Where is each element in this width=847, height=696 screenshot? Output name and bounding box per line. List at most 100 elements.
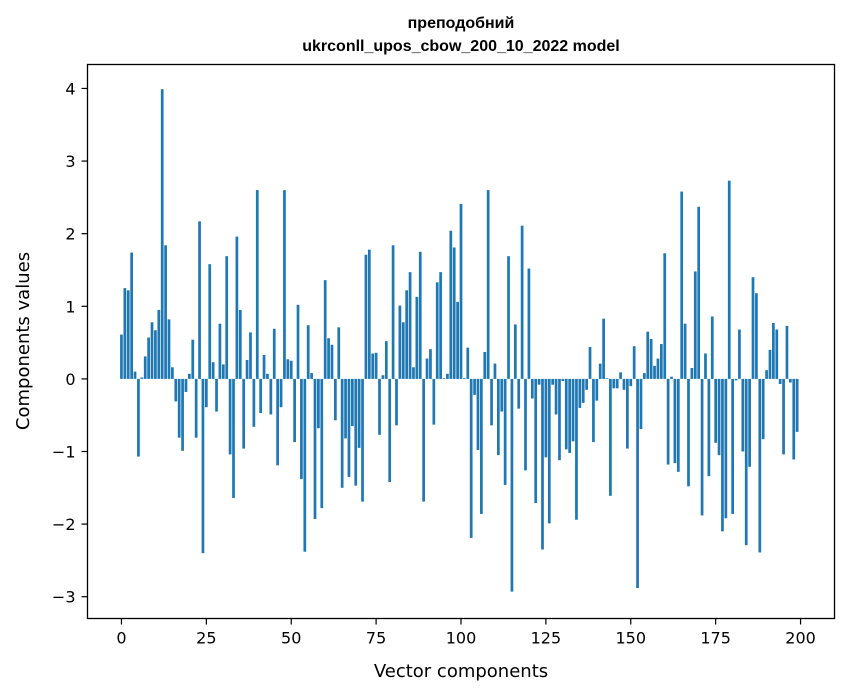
bar: [384, 341, 388, 379]
bar: [198, 221, 201, 379]
bar: [564, 378, 568, 450]
bar: [337, 327, 341, 379]
y-tick-label: −3: [52, 588, 76, 607]
bar: [500, 378, 504, 412]
bar: [680, 191, 684, 379]
bar: [585, 378, 588, 390]
bar: [364, 254, 368, 379]
bar: [201, 378, 205, 554]
bar: [408, 272, 412, 379]
bar: [354, 378, 358, 486]
bar: [126, 290, 130, 379]
bar: [181, 378, 184, 451]
bar: [483, 352, 487, 379]
bar: [609, 378, 612, 496]
bar: [619, 372, 622, 379]
y-tick-label: 0: [65, 370, 75, 389]
bar: [388, 378, 392, 482]
bar: [367, 249, 371, 379]
bar: [133, 371, 137, 379]
bar: [741, 378, 745, 452]
bar: [191, 339, 195, 379]
bar: [317, 378, 320, 429]
y-axis-ticks: −3 −2 −1 0 1 2 3 4: [52, 79, 88, 607]
bar: [123, 288, 127, 379]
bar: [687, 378, 690, 487]
bar: [357, 378, 361, 448]
bar: [744, 378, 748, 546]
bar: [283, 190, 286, 379]
bar: [588, 346, 592, 379]
bar: [530, 378, 534, 399]
x-tick-label: 25: [196, 629, 216, 648]
bar: [605, 378, 609, 379]
bar: [456, 301, 459, 379]
bar: [714, 378, 718, 443]
bar: [568, 378, 572, 453]
bar: [693, 271, 697, 379]
bar: [238, 309, 242, 379]
bar: [761, 378, 765, 440]
bar: [629, 378, 633, 387]
bar: [561, 378, 565, 382]
bar: [789, 378, 792, 383]
bar: [659, 344, 663, 379]
bar: [765, 370, 768, 379]
bar: [340, 378, 344, 488]
bar: [772, 322, 775, 379]
bar: [666, 378, 670, 465]
bar: [211, 362, 215, 379]
bar: [330, 344, 334, 379]
bar: [571, 378, 575, 442]
bar: [350, 378, 354, 427]
bar: [656, 358, 660, 379]
bar: [334, 378, 337, 421]
bar: [164, 245, 167, 379]
x-tick-label: 175: [700, 629, 731, 648]
bar: [327, 338, 330, 379]
bar: [636, 378, 639, 589]
bar: [171, 367, 174, 379]
bar: [160, 89, 164, 379]
y-tick-label: −1: [52, 443, 76, 462]
bar: [768, 349, 772, 379]
bar: [167, 319, 171, 379]
y-axis-label: Components values: [13, 252, 34, 430]
bar: [266, 373, 269, 379]
bar: [320, 378, 324, 509]
bar: [493, 363, 497, 379]
x-axis-label: Vector components: [374, 661, 548, 682]
bar: [710, 316, 714, 379]
bar: [524, 378, 527, 471]
bar: [707, 378, 711, 477]
bar: [785, 325, 789, 379]
bar: [435, 282, 439, 379]
x-axis-ticks: 0 25 50 75 100 125 150 175 200: [116, 618, 816, 648]
bar: [537, 378, 541, 385]
bar: [374, 352, 378, 379]
bar: [259, 378, 263, 414]
bar: [296, 304, 300, 379]
y-tick-label: 4: [65, 79, 75, 98]
bar: [534, 378, 538, 504]
x-tick-label: 125: [531, 629, 562, 648]
bar: [496, 378, 500, 456]
bar: [269, 378, 273, 415]
bar: [371, 353, 375, 379]
bar: [310, 373, 313, 379]
bar: [575, 378, 578, 520]
bar: [463, 378, 466, 379]
bar: [218, 323, 222, 379]
bar: [323, 280, 327, 379]
bar: [188, 373, 191, 379]
x-tick-label: 50: [281, 629, 301, 648]
bar: [157, 309, 161, 379]
bar: [303, 378, 307, 552]
bar: [150, 322, 154, 379]
bar: [724, 378, 728, 519]
bar: [344, 378, 347, 439]
bar: [228, 378, 232, 455]
bar: [738, 329, 741, 379]
bar: [486, 190, 490, 379]
